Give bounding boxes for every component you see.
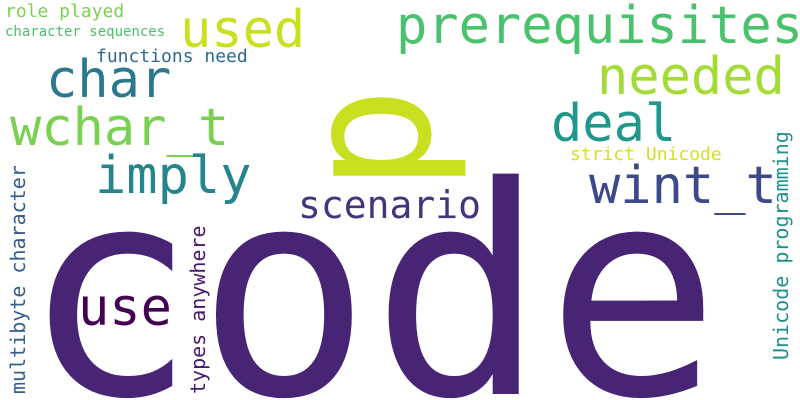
word-unicode-programming: Unicode programming (771, 131, 791, 360)
word-role-played: role played (5, 3, 124, 21)
word-p: p (282, 87, 457, 192)
word-character-sequences: character sequences (5, 25, 165, 39)
word-imply: imply (95, 150, 252, 202)
word-scenario: scenario (298, 186, 481, 224)
word-use: use (78, 282, 172, 334)
word-functions-need: functions need (96, 48, 248, 66)
word-wint-t: wint_t (589, 160, 777, 212)
word-types-anywhere: types anywhere (188, 225, 208, 394)
word-strict-unicode: strict Unicode (570, 146, 722, 164)
word-prerequisites: prerequisites (396, 0, 800, 52)
word-deal: deal (551, 98, 676, 150)
word-multibyte-character: multibyte character (8, 165, 28, 394)
